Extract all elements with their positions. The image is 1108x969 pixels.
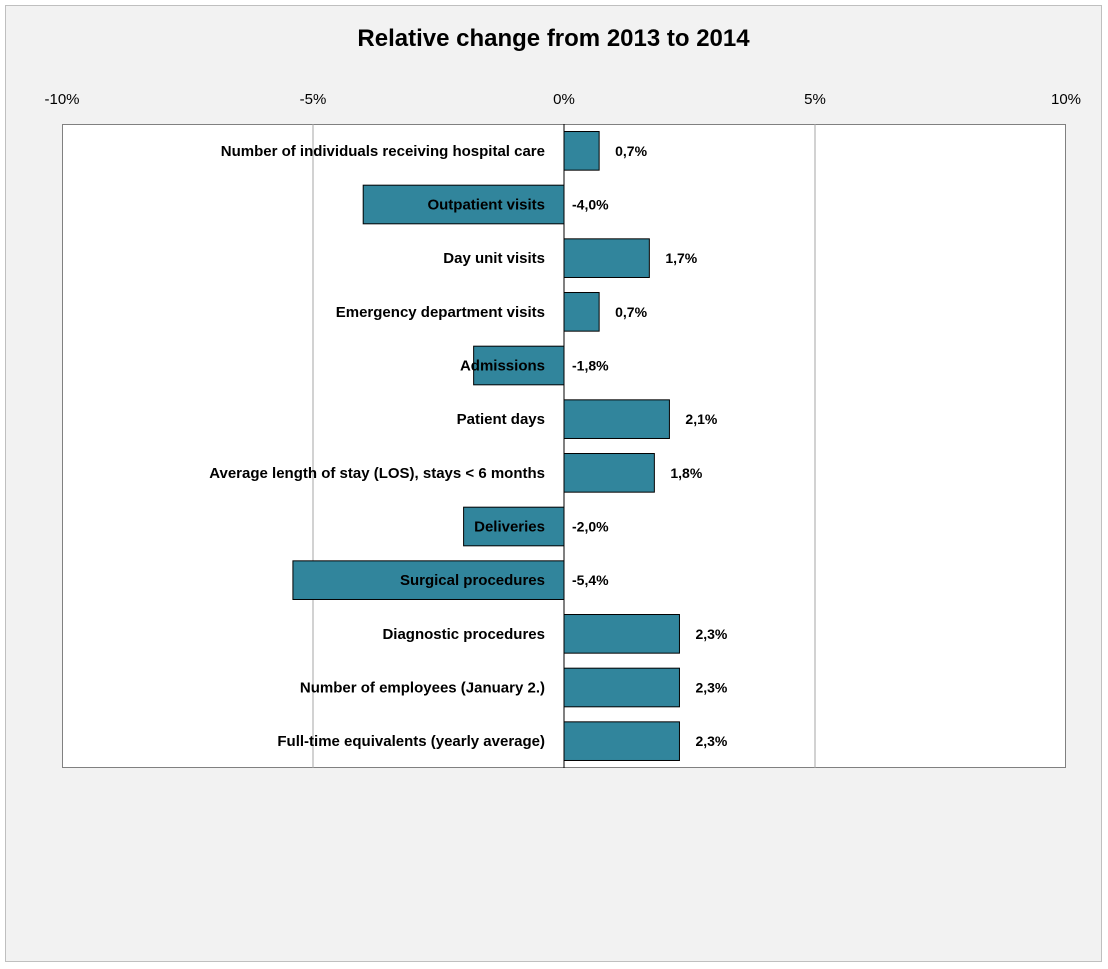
- category-label: Emergency department visits: [336, 304, 545, 321]
- category-label: Outpatient visits: [427, 197, 545, 214]
- data-label: 1,7%: [665, 250, 697, 266]
- category-label: Patient days: [457, 411, 545, 428]
- bar: [563, 667, 680, 708]
- data-label: 1,8%: [670, 465, 702, 481]
- data-label: 0,7%: [615, 143, 647, 159]
- bar: [292, 560, 565, 600]
- x-tick-label: -5%: [300, 91, 327, 108]
- category-label: Number of employees (January 2.): [300, 680, 545, 697]
- x-tick-label: 10%: [1051, 91, 1081, 108]
- bar: [473, 345, 565, 386]
- data-label: -4,0%: [572, 197, 609, 213]
- bar: [563, 292, 600, 332]
- data-label: -5,4%: [572, 572, 609, 588]
- bar: [563, 238, 650, 278]
- category-label: Deliveries: [474, 519, 545, 536]
- category-label: Day unit visits: [443, 250, 545, 267]
- category-label: Full-time equivalents (yearly average): [277, 733, 545, 750]
- category-label: Admissions: [460, 358, 545, 375]
- x-tick-label: -10%: [44, 91, 79, 108]
- x-tick-label: 5%: [804, 91, 826, 108]
- data-label: -1,8%: [572, 358, 609, 374]
- bar: [563, 721, 680, 761]
- bar: [563, 453, 655, 493]
- data-label: 0,7%: [615, 304, 647, 320]
- bar: [563, 614, 680, 654]
- category-label: Surgical procedures: [400, 572, 545, 589]
- data-label: 2,1%: [685, 411, 717, 427]
- category-label: Average length of stay (LOS), stays < 6 …: [209, 465, 545, 482]
- bar: [563, 399, 670, 439]
- data-label: -2,0%: [572, 519, 609, 535]
- data-label: 2,3%: [695, 733, 727, 749]
- category-label: Number of individuals receiving hospital…: [221, 143, 545, 160]
- data-label: 2,3%: [695, 680, 727, 696]
- x-tick-label: 0%: [553, 91, 575, 108]
- bar: [463, 506, 565, 547]
- chart-title: Relative change from 2013 to 2014: [357, 25, 750, 52]
- category-label: Diagnostic procedures: [382, 626, 545, 643]
- bar: [563, 131, 600, 171]
- data-label: 2,3%: [695, 626, 727, 642]
